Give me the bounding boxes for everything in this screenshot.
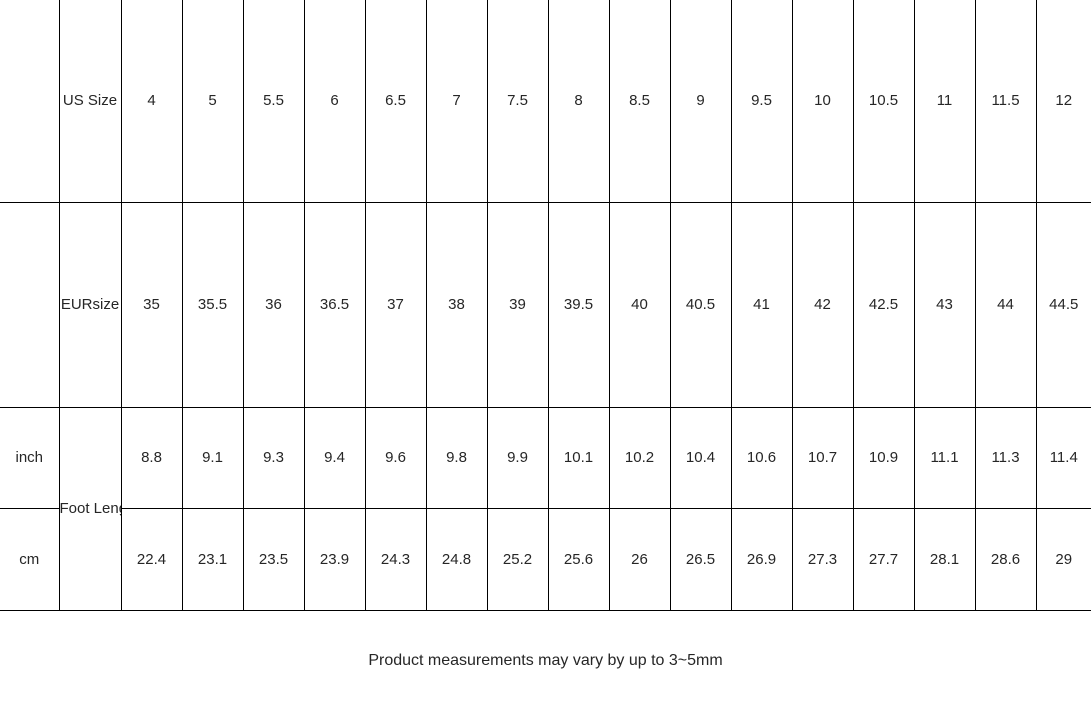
cm-value-cell: 23.1 bbox=[181, 507, 244, 611]
eur-size-value-cell: 39 bbox=[486, 201, 549, 408]
us-size-value-cell: 9.5 bbox=[730, 0, 793, 203]
inch-unit-label: inch bbox=[0, 406, 60, 509]
us-size-row-label: US Size bbox=[58, 0, 122, 203]
inch-value-cell: 9.9 bbox=[486, 406, 549, 509]
us-size-value-cell: 8 bbox=[547, 0, 610, 203]
us-size-value-cell: 10.5 bbox=[852, 0, 915, 203]
eur-size-value-cell: 36 bbox=[242, 201, 305, 408]
cm-value-cell: 22.4 bbox=[120, 507, 183, 611]
inch-value-cell: 10.4 bbox=[669, 406, 732, 509]
inch-value-cell: 9.1 bbox=[181, 406, 244, 509]
eur-size-value-cell: 35.5 bbox=[181, 201, 244, 408]
us-size-value-cell: 10 bbox=[791, 0, 854, 203]
inch-value-cell: 10.7 bbox=[791, 406, 854, 509]
eur-size-value-cell: 40 bbox=[608, 201, 671, 408]
us-size-value-cell: 5.5 bbox=[242, 0, 305, 203]
cm-value-cell: 24.8 bbox=[425, 507, 488, 611]
cm-value-cell: 26.5 bbox=[669, 507, 732, 611]
us-size-value-cell: 7 bbox=[425, 0, 488, 203]
inch-value-cell: 10.1 bbox=[547, 406, 610, 509]
eur-size-value-cell: 37 bbox=[364, 201, 427, 408]
eur-size-value-cell: 36.5 bbox=[303, 201, 366, 408]
cm-value-cell: 28.1 bbox=[913, 507, 976, 611]
eur-size-value-cell: 44.5 bbox=[1035, 201, 1091, 408]
eur-size-value-cell: 42.5 bbox=[852, 201, 915, 408]
us-size-value-cell: 7.5 bbox=[486, 0, 549, 203]
cm-unit-label: cm bbox=[0, 507, 60, 611]
inch-value-cell: 11.3 bbox=[974, 406, 1037, 509]
cm-value-cell: 25.6 bbox=[547, 507, 610, 611]
cm-row: cm 22.4 23.1 23.5 23.9 24.3 24.8 25.2 25.6 26 26.5… bbox=[0, 507, 1091, 611]
cm-value-cell: 27.3 bbox=[791, 507, 854, 611]
cm-value-cell: 26 bbox=[608, 507, 671, 611]
us-size-value-cell: 8.5 bbox=[608, 0, 671, 203]
us-size-value-cell: 6.5 bbox=[364, 0, 427, 203]
eur-size-value-cell: 43 bbox=[913, 201, 976, 408]
cm-value-cell: 29 bbox=[1035, 507, 1091, 611]
cm-value-cell: 26.9 bbox=[730, 507, 793, 611]
inch-value-cell: 9.3 bbox=[242, 406, 305, 509]
eur-size-row-label: EURsize bbox=[58, 201, 122, 408]
eur-size-row: EURsize 35 35.5 36 36.5 37 38 39 39.5 40 40.5 41 42 4… bbox=[0, 201, 1091, 408]
eur-size-value-cell: 44 bbox=[974, 201, 1037, 408]
eur-size-value-cell: 42 bbox=[791, 201, 854, 408]
cm-value-cell: 25.2 bbox=[486, 507, 549, 611]
us-size-value-cell: 9 bbox=[669, 0, 732, 203]
inch-value-cell: 10.2 bbox=[608, 406, 671, 509]
measurement-tolerance-note: Product measurements may vary by up to 3… bbox=[368, 651, 723, 669]
cm-value-cell: 28.6 bbox=[974, 507, 1037, 611]
inch-value-cell: 11.1 bbox=[913, 406, 976, 509]
eur-size-value-cell: 39.5 bbox=[547, 201, 610, 408]
inch-value-cell: 9.6 bbox=[364, 406, 427, 509]
inch-value-cell: 9.8 bbox=[425, 406, 488, 509]
size-chart-table: US Size 4 5 5.5 6 6.5 7 7.5 8 8.5 9 9.5 10 10.5 11 11.5… bbox=[0, 0, 1091, 611]
us-size-value-cell: 12 bbox=[1035, 0, 1091, 203]
cm-value-cell: 23.5 bbox=[242, 507, 305, 611]
eur-size-value-cell: 40.5 bbox=[669, 201, 732, 408]
eur-size-value-cell: 35 bbox=[120, 201, 183, 408]
eur-size-value-cell: 38 bbox=[425, 201, 488, 408]
cm-value-cell: 27.7 bbox=[852, 507, 915, 611]
cm-value-cell: 24.3 bbox=[364, 507, 427, 611]
us-size-value-cell: 6 bbox=[303, 0, 366, 203]
inch-value-cell: 10.6 bbox=[730, 406, 793, 509]
us-size-row: US Size 4 5 5.5 6 6.5 7 7.5 8 8.5 9 9.5 10 10.5 11 11.5… bbox=[0, 0, 1091, 203]
cm-value-cell: 23.9 bbox=[303, 507, 366, 611]
inch-value-cell: 8.8 bbox=[120, 406, 183, 509]
us-size-value-cell: 11 bbox=[913, 0, 976, 203]
eur-size-value-cell: 41 bbox=[730, 201, 793, 408]
inch-value-cell: 9.4 bbox=[303, 406, 366, 509]
us-size-value-cell: 5 bbox=[181, 0, 244, 203]
inch-value-cell: 10.9 bbox=[852, 406, 915, 509]
us-size-value-cell: 11.5 bbox=[974, 0, 1037, 203]
inch-value-cell: 11.4 bbox=[1035, 406, 1091, 509]
us-size-value-cell: 4 bbox=[120, 0, 183, 203]
empty-corner-cell bbox=[0, 201, 60, 408]
foot-length-label: Foot Length bbox=[58, 406, 122, 611]
empty-corner-cell bbox=[0, 0, 60, 203]
